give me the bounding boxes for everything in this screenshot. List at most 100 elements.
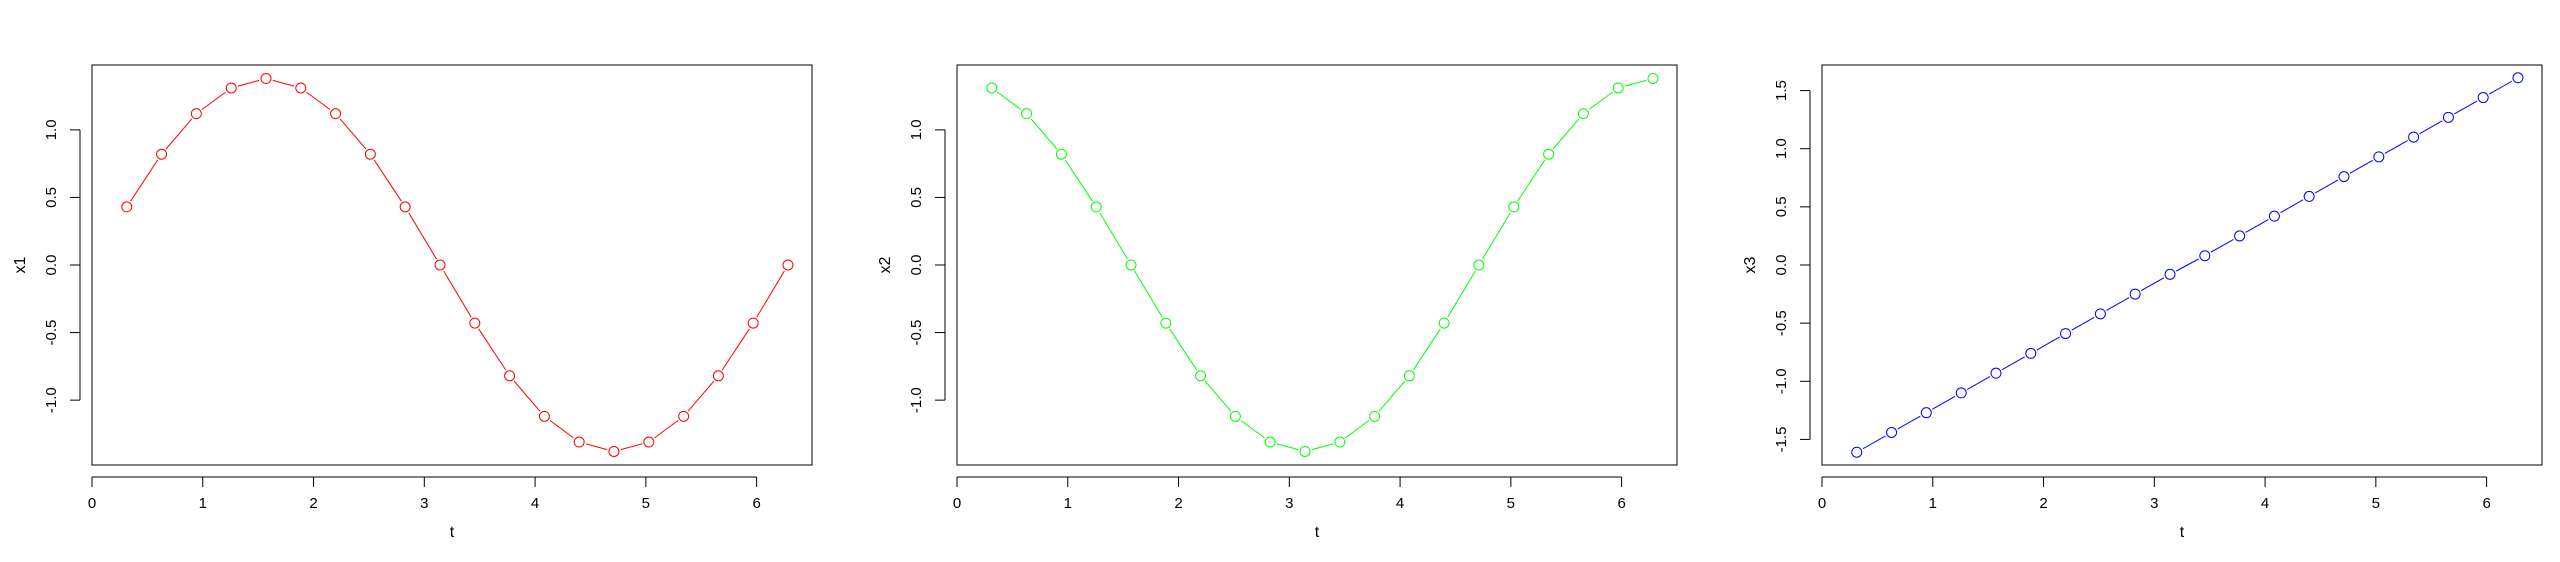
- chart-3-y-tick-label: -1.0: [1773, 368, 1790, 394]
- chart-1-series-segment: [339, 118, 367, 150]
- chart-2-data-point: [986, 82, 998, 94]
- chart-2-data-point: [1403, 370, 1415, 382]
- chart-3-y-axis-title: x3: [1742, 256, 1759, 273]
- chart-2-data-point: [1647, 73, 1659, 85]
- chart-1-series-segment: [478, 328, 507, 371]
- chart-3: 0 1 2 3 4 5 6 -1.5 -1.0 -0.5 0.0 0.5 1.0 1.5 t x3: [1742, 64, 2543, 541]
- chart-2-y-tick-label: 1.0: [908, 119, 925, 140]
- chart-1-y-tick-label: 0.0: [43, 255, 60, 276]
- chart-1-data-point: [399, 201, 411, 213]
- chart-3-series-segment: [2210, 238, 2234, 253]
- chart-2-y-tick-label: -1.0: [908, 387, 925, 413]
- chart-3-x-tick-label: 0: [1818, 495, 1826, 512]
- chart-3-data-point: [1851, 446, 1863, 458]
- chart-1-data-point: [121, 201, 133, 213]
- chart-2-series-segment: [1240, 420, 1265, 439]
- chart-2-x-tick-label: 0: [953, 495, 961, 512]
- chart-2-series-segment: [1276, 443, 1299, 451]
- chart-1-data-point: [469, 317, 481, 329]
- chart-1-x-tick-label: 6: [752, 495, 760, 512]
- chart-1-x-tick-label: 1: [199, 495, 207, 512]
- chart-3-data-point: [2025, 347, 2037, 359]
- chart-2-x-tick-label: 3: [1285, 495, 1293, 512]
- chart-2-data-point: [1473, 259, 1485, 271]
- chart-2-series-segment: [1588, 91, 1613, 110]
- chart-3-data-point: [2338, 171, 2350, 183]
- chart-1-series-segment: [654, 420, 679, 439]
- chart-2-data-point: [1508, 201, 1520, 213]
- chart-1-data-point: [643, 436, 655, 448]
- chart-2-data-point: [1125, 259, 1137, 271]
- chart-1-data-point: [573, 436, 585, 448]
- chart-1-series-segment: [443, 270, 472, 318]
- chart-3-series-segment: [2489, 80, 2513, 95]
- chart-1-data-point: [225, 82, 237, 94]
- chart-2-data-point: [1055, 148, 1067, 160]
- chart-3-series-segment: [1862, 435, 1886, 450]
- chart-3-data-point: [2442, 111, 2454, 123]
- chart-2-series-segment: [1311, 443, 1334, 451]
- chart-3-x-tick-label: 6: [2482, 495, 2490, 512]
- chart-1-series-segment: [306, 91, 331, 110]
- chart-3-y-tick-label: 1.5: [1773, 80, 1790, 101]
- chart-1-x-tick-label: 5: [642, 495, 650, 512]
- chart-3-x-tick-label: 3: [2150, 495, 2158, 512]
- chart-2: 0 1 2 3 4 5 6 -1.0 -0.5 0.0 0.5 1.0 t x2: [877, 64, 1678, 541]
- chart-3-series-segment: [2175, 258, 2199, 272]
- chart-2-data-point: [1160, 317, 1172, 329]
- chart-1-series-segment: [373, 159, 402, 202]
- chart-1-data-point: [364, 148, 376, 160]
- chart-3-data-point: [2512, 72, 2524, 84]
- chart-3-x-axis-title: t: [2180, 524, 2185, 541]
- chart-3-series-segment: [2454, 100, 2478, 115]
- chart-3-data-point: [2303, 190, 2315, 202]
- chart-2-series-segment: [1345, 420, 1370, 439]
- chart-2-series-segment: [1378, 380, 1406, 412]
- chart-2-y-axis-title: x2: [877, 256, 894, 273]
- chart-3-series-segment: [2245, 219, 2269, 233]
- chart-3-data-point: [2234, 230, 2246, 242]
- chart-1-data-point: [747, 317, 759, 329]
- chart-1-series-segment: [130, 159, 159, 202]
- chart-2-series-segment: [1412, 328, 1441, 371]
- chart-3-series-segment: [2349, 159, 2373, 174]
- chart-3-series-segment: [2140, 277, 2165, 292]
- chart-1-data-point: [434, 259, 446, 271]
- chart-3-data-point: [1990, 367, 2002, 379]
- chart-3-series-segment: [2106, 297, 2130, 311]
- chart-2-series-segment: [1099, 212, 1128, 260]
- chart-3-data-point: [2268, 210, 2280, 222]
- chart-1-series-segment: [687, 380, 715, 412]
- chart-3-data-point: [2199, 250, 2211, 262]
- chart-2-data-point: [1612, 82, 1624, 94]
- chart-2-data-point: [1021, 108, 1033, 120]
- chart-2-data-point: [1264, 436, 1276, 448]
- chart-2-series-segment: [1482, 212, 1511, 260]
- chart-2-series-segment: [1134, 270, 1163, 318]
- chart-2-data-point: [1543, 148, 1555, 160]
- chart-2-series-segment: [997, 91, 1022, 110]
- chart-3-series-segment: [1967, 376, 1991, 390]
- chart-1-x-tick-label: 4: [531, 495, 539, 512]
- chart-2-data-point: [1229, 410, 1241, 422]
- chart-1-data-point: [260, 73, 272, 85]
- chart-2-series-segment: [1169, 328, 1198, 371]
- chart-3-series-segment: [2315, 179, 2339, 194]
- chart-3-series-segment: [2001, 356, 2025, 371]
- chart-1-series-segment: [201, 91, 226, 110]
- chart-2-y-tick-label: 0.5: [908, 187, 925, 208]
- chart-1: 0 1 2 3 4 5 6 -1.0 -0.5 0.0 0.5 1.0 t x1: [12, 64, 813, 541]
- chart-3-y-tick-label: 1.0: [1773, 138, 1790, 159]
- chart-1-y-axis-title: x1: [12, 256, 29, 273]
- chart-2-series-segment: [1064, 159, 1093, 202]
- chart-1-data-point: [295, 82, 307, 94]
- chart-2-x-tick-label: 4: [1396, 495, 1404, 512]
- chart-1-data-point: [190, 108, 202, 120]
- chart-1-data-point: [678, 410, 690, 422]
- chart-3-data-point: [1920, 407, 1932, 419]
- chart-2-x-tick-label: 6: [1617, 495, 1625, 512]
- chart-1-data-point: [608, 445, 620, 457]
- chart-3-series-segment: [2419, 120, 2443, 135]
- chart-3-y-tick-label: 0.5: [1773, 196, 1790, 217]
